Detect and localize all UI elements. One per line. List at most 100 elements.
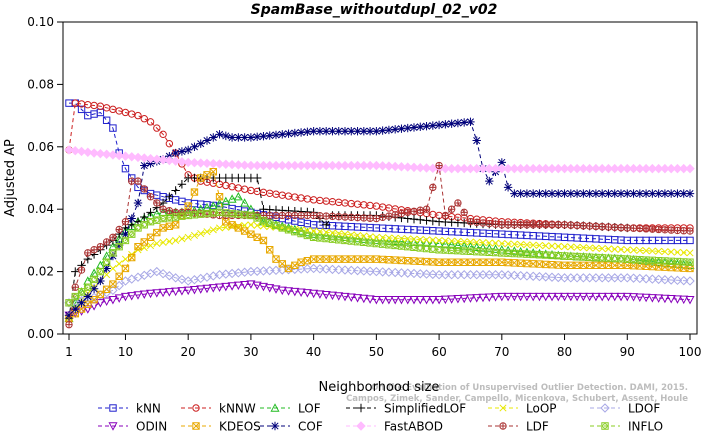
legend-item-loop: LoOP <box>488 402 557 416</box>
legend-item-knn: kNN <box>98 402 161 416</box>
data-point-fastabod <box>308 160 319 171</box>
x-tick-label: 10 <box>118 345 133 359</box>
data-point-loop <box>535 241 544 249</box>
data-point-cof <box>259 131 268 141</box>
series-odin <box>64 280 695 321</box>
data-point-fastabod <box>566 163 576 174</box>
data-point-ldf <box>560 221 569 229</box>
data-point-ldf <box>121 218 130 226</box>
data-point-ldof <box>170 273 181 283</box>
legend-label-knnw: kNNW <box>219 402 256 416</box>
data-point-odin <box>378 295 388 305</box>
data-point-cof <box>459 118 469 127</box>
data-point-loop <box>655 247 663 255</box>
data-point-fastabod <box>170 156 181 166</box>
data-point-cof <box>309 127 318 136</box>
data-point-loop <box>391 234 399 242</box>
data-point-ldf <box>617 223 625 232</box>
data-point-ldf <box>297 211 305 220</box>
legend-label-ldf: LDF <box>526 420 549 434</box>
data-point-inflo <box>203 209 211 218</box>
data-point-loop <box>115 260 123 268</box>
data-point-loop <box>184 233 192 241</box>
x-tick-label: 70 <box>494 345 509 359</box>
data-point-ldf <box>535 221 544 229</box>
data-point-odin <box>127 292 137 301</box>
data-point-simplifiedlof <box>321 220 331 229</box>
data-point-cof <box>428 121 438 130</box>
data-point-fastabod <box>327 160 338 171</box>
data-point-ldof <box>164 271 175 281</box>
data-point-ldof <box>610 273 620 283</box>
data-point-loop <box>567 243 575 251</box>
data-point-lof <box>390 236 400 246</box>
data-point-cof <box>566 189 576 198</box>
data-point-ldof <box>553 272 563 283</box>
plot-background <box>63 22 697 334</box>
data-point-simplifiedlof <box>416 215 425 225</box>
data-point-cof <box>321 127 331 136</box>
data-point-kdeos <box>303 256 312 265</box>
legend-marker-inflo <box>601 422 609 430</box>
data-point-cof <box>240 133 249 142</box>
series-line-odin <box>68 283 691 316</box>
data-point-knnw <box>159 130 167 139</box>
data-point-kdeos <box>128 253 136 262</box>
data-point-ldof <box>534 271 545 282</box>
data-point-ldof <box>528 271 538 281</box>
data-point-odin <box>447 295 457 304</box>
data-point-ldof <box>315 264 325 274</box>
data-point-odin <box>164 288 174 297</box>
data-point-cof <box>641 189 651 198</box>
data-point-odin <box>434 295 444 305</box>
data-point-loop <box>617 245 625 254</box>
data-point-ldf <box>378 213 387 221</box>
data-point-ldof <box>308 263 319 274</box>
x-tick-label: 30 <box>243 345 258 359</box>
data-point-kdeos <box>153 228 161 237</box>
data-point-cof <box>666 189 676 198</box>
data-point-fastabod <box>108 150 118 160</box>
data-point-loop <box>623 246 631 254</box>
data-point-ldf <box>266 211 274 220</box>
legend-marker-ldof <box>600 403 610 413</box>
y-tick-label: 0.04 <box>27 202 54 216</box>
data-point-ldof <box>346 265 356 276</box>
data-point-loop <box>491 239 500 247</box>
data-point-ldf <box>146 193 155 201</box>
data-point-loop <box>523 241 531 249</box>
data-point-inflo <box>134 224 142 232</box>
data-point-fastabod <box>214 159 225 169</box>
data-point-inflo <box>159 214 167 223</box>
data-point-fastabod <box>83 147 93 157</box>
data-point-ldof <box>635 273 645 284</box>
data-point-ldof <box>465 270 476 280</box>
data-point-odin <box>672 295 682 304</box>
data-point-kdeos <box>159 224 167 232</box>
y-tick-label: 0.00 <box>27 327 54 341</box>
data-point-fastabod <box>453 163 463 174</box>
data-point-cof <box>623 189 632 198</box>
data-point-ldf <box>71 283 79 291</box>
data-point-loop <box>517 240 525 249</box>
data-point-loop <box>673 248 682 256</box>
data-point-ldf <box>385 212 393 220</box>
data-point-ldf <box>303 211 312 220</box>
data-point-cof <box>416 122 425 132</box>
data-point-fastabod <box>440 163 451 174</box>
data-point-odin <box>120 292 130 302</box>
data-point-loop <box>592 244 600 252</box>
data-point-loop <box>510 240 518 248</box>
data-point-loop <box>103 271 111 279</box>
data-point-ldf <box>284 211 293 220</box>
data-point-odin <box>189 285 199 295</box>
data-point-fastabod <box>208 158 218 169</box>
data-point-ldof <box>421 269 432 279</box>
data-point-odin <box>277 286 287 296</box>
data-point-loop <box>611 245 619 253</box>
series-inflo <box>65 208 694 307</box>
data-point-inflo <box>686 258 694 266</box>
data-point-ldof <box>440 270 451 280</box>
data-point-ldf <box>278 211 286 220</box>
data-point-loop <box>121 255 130 263</box>
